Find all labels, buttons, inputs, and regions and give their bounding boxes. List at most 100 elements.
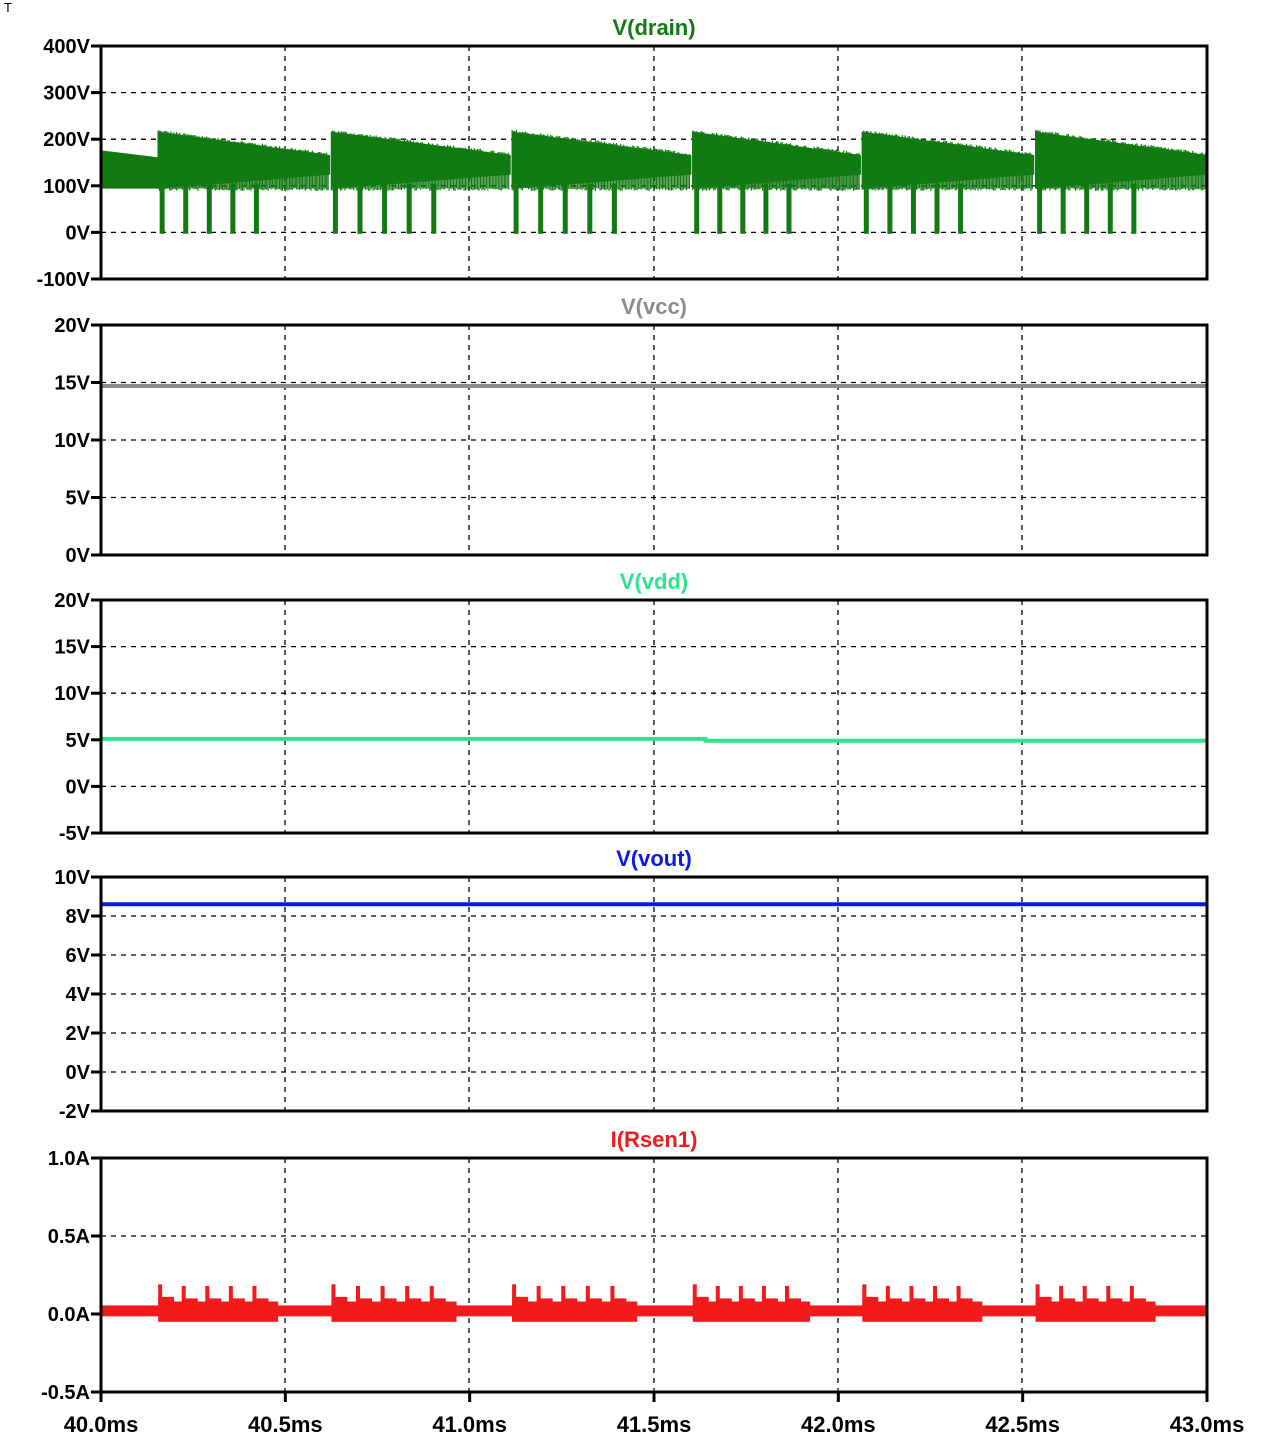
current-step (230, 1298, 245, 1311)
drain-spike (887, 183, 893, 234)
corner-label: T (4, 0, 12, 15)
drain-spike (587, 183, 593, 234)
panel-3: 10V 8V 6V 4V 2V 0V -2V V(vout) (54, 846, 1209, 1123)
y-tick-label: 300V (43, 83, 90, 105)
drain-spike (357, 183, 363, 234)
drain-spike (513, 183, 519, 234)
current-step (717, 1298, 732, 1311)
y-tick-label: 10V (54, 867, 90, 889)
y-tick-label: 5V (66, 730, 91, 752)
series-data (101, 1284, 1207, 1322)
x-tick-label: 41.0ms (432, 1412, 507, 1437)
drain-spike (562, 183, 568, 234)
drain-idle-band (101, 150, 159, 189)
y-tick-label: 1.0A (48, 1148, 90, 1170)
y-tick-label: -2V (59, 1101, 91, 1123)
current-step (911, 1298, 926, 1311)
y-tick-label: 5V (66, 488, 91, 510)
series-title: I(Rsen1) (611, 1127, 698, 1152)
y-tick-label: 20V (54, 590, 90, 612)
drain-spike (159, 183, 165, 234)
y-tick-label: 100V (43, 176, 90, 198)
plot-frame (99, 323, 1209, 557)
drain-ringing (692, 130, 860, 191)
plot-frame (99, 598, 1209, 835)
drain-spike (958, 183, 964, 234)
current-step (538, 1298, 553, 1311)
current-step (1084, 1298, 1099, 1311)
plot-frame (99, 1156, 1209, 1394)
current-step (333, 1296, 348, 1311)
current-step (587, 1298, 602, 1311)
current-step (563, 1298, 578, 1311)
current-step (958, 1298, 973, 1311)
y-tick-label: 0.0A (48, 1304, 90, 1326)
y-tick-label: -0.5A (41, 1382, 90, 1404)
panel-1: 20V 15V 10V 5V 0V V(vcc) (54, 294, 1209, 567)
series-title: V(vdd) (620, 569, 688, 594)
series-data (101, 129, 1207, 234)
drain-spike (694, 183, 700, 234)
drain-spike (253, 183, 259, 234)
series-data (101, 736, 1207, 743)
y-tick-label: 8V (66, 906, 91, 928)
drain-spike (934, 183, 940, 234)
drain-spike (406, 183, 412, 234)
series-title: V(drain) (612, 15, 695, 40)
drain-spike (763, 183, 769, 234)
drain-spike (717, 183, 723, 234)
y-tick-label: 200V (43, 129, 90, 151)
current-baseline (101, 1305, 1207, 1317)
y-tick-label: 6V (66, 945, 91, 967)
y-tick-label: 15V (54, 637, 90, 659)
current-step (207, 1298, 222, 1311)
drain-spike (431, 183, 437, 234)
drain-spike (786, 183, 792, 234)
y-tick-label: 15V (54, 373, 90, 395)
drain-ringing (330, 130, 510, 191)
x-tick-label: 40.0ms (64, 1412, 139, 1437)
drain-spike (230, 183, 236, 234)
y-tick-label: 10V (54, 683, 90, 705)
current-step (935, 1298, 950, 1311)
drain-ringing (861, 130, 1033, 191)
drain-spike (1084, 183, 1090, 234)
current-step (1061, 1298, 1076, 1311)
drain-spike (863, 183, 869, 234)
y-tick-label: 0V (66, 545, 91, 567)
drain-spike (206, 183, 212, 234)
current-step (407, 1298, 422, 1311)
current-step (382, 1298, 397, 1311)
drain-ringing (511, 129, 690, 191)
drain-spike (740, 183, 746, 234)
x-tick-label: 42.5ms (985, 1412, 1060, 1437)
current-step (160, 1296, 175, 1311)
current-step (358, 1298, 373, 1311)
drain-spike (382, 183, 388, 234)
y-tick-label: 0V (66, 776, 91, 798)
drain-spike (183, 183, 189, 234)
panel-0: 400V 300V 200V 100V 0V -100V V(drain) (37, 15, 1209, 291)
current-step (887, 1298, 902, 1311)
y-tick-label: 0.5A (48, 1226, 90, 1248)
series-line (101, 736, 1207, 743)
current-step (1131, 1298, 1146, 1311)
drain-spike (538, 183, 544, 234)
x-tick-label: 40.5ms (248, 1412, 323, 1437)
current-step (612, 1298, 627, 1311)
current-step (694, 1296, 709, 1311)
current-step (763, 1298, 778, 1311)
y-tick-label: 0V (66, 1062, 91, 1084)
y-tick-label: 400V (43, 36, 90, 58)
drain-spike (1107, 183, 1113, 234)
current-step (740, 1298, 755, 1311)
y-tick-label: -5V (59, 823, 91, 845)
series-title: V(vcc) (621, 294, 687, 319)
current-step (431, 1298, 446, 1311)
y-tick-label: 2V (66, 1023, 91, 1045)
drain-spike (1131, 183, 1137, 234)
panel-2: 20V 15V 10V 5V 0V -5V V(vdd) (54, 569, 1209, 845)
y-tick-label: 20V (54, 315, 90, 337)
current-step (864, 1296, 879, 1311)
